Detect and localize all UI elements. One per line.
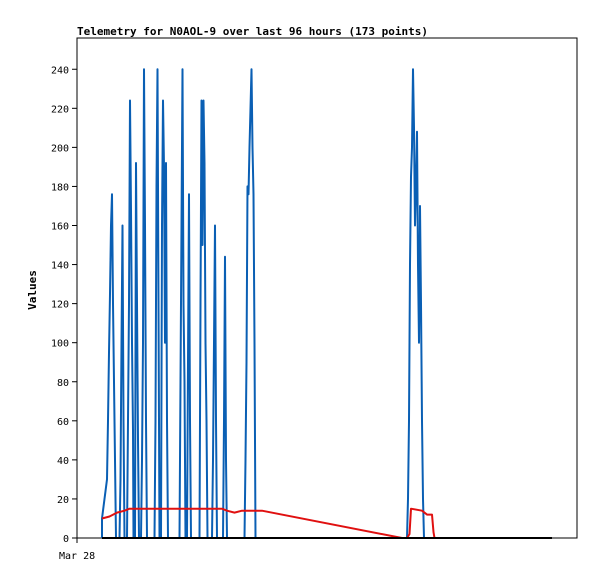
y-tick-label: 140 xyxy=(51,261,69,272)
y-axis: 0 20 40 60 80 100 120 140 160 180 200 220 240 xyxy=(51,65,78,545)
series-layer xyxy=(101,68,552,539)
y-tick-label: 120 xyxy=(51,300,69,311)
y-tick-label: 220 xyxy=(51,104,69,115)
y-tick-label: 60 xyxy=(57,417,69,428)
y-tick-label: 80 xyxy=(57,378,69,389)
y-tick-label: 0 xyxy=(63,534,69,545)
plot-area xyxy=(76,37,578,539)
y-tick-label: 240 xyxy=(51,65,69,76)
y-tick-label: 200 xyxy=(51,143,69,154)
y-tick-label: 40 xyxy=(57,456,69,467)
series-line-blue xyxy=(101,68,425,539)
series-line-red xyxy=(101,507,436,539)
y-tick-label: 160 xyxy=(51,222,69,233)
x-tick-label: Mar 28 xyxy=(59,551,95,562)
chart-title: Telemetry for N0AOL-9 over last 96 hours… xyxy=(77,25,428,38)
y-axis-label: Values xyxy=(26,270,39,310)
y-tick-label: 180 xyxy=(51,182,69,193)
y-tick-label: 20 xyxy=(57,495,69,506)
y-tick-label: 100 xyxy=(51,339,69,350)
